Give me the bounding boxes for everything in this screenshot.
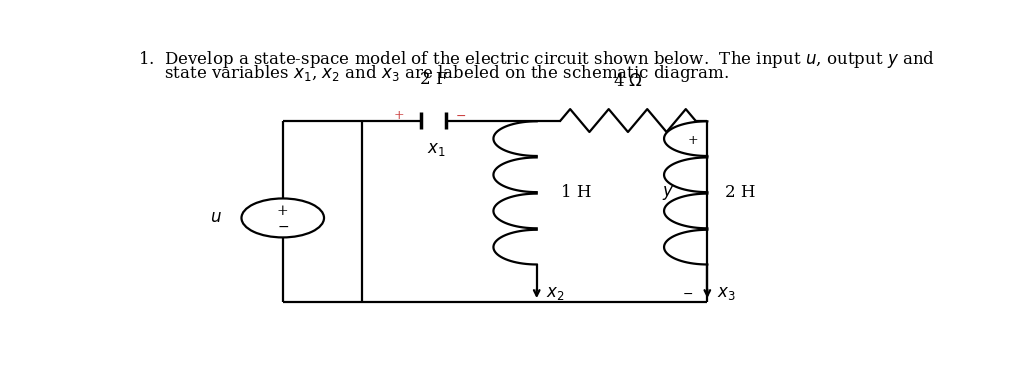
- Text: +: +: [393, 109, 403, 122]
- Text: 1 H: 1 H: [560, 185, 591, 201]
- Text: $u$: $u$: [210, 209, 221, 227]
- Text: 4 $\Omega$: 4 $\Omega$: [613, 74, 643, 90]
- Text: $x_1$: $x_1$: [427, 141, 445, 158]
- Text: $-$: $-$: [276, 219, 289, 233]
- Text: $y$: $y$: [662, 184, 674, 202]
- Text: 2 H: 2 H: [725, 185, 756, 201]
- Text: +: +: [276, 204, 289, 218]
- Text: +: +: [688, 134, 698, 147]
- Text: 1.  Develop a state-space model of the electric circuit shown below.  The input : 1. Develop a state-space model of the el…: [137, 49, 935, 70]
- Text: $x_3$: $x_3$: [717, 285, 735, 302]
- Text: 2 F: 2 F: [420, 71, 447, 87]
- Text: $-$: $-$: [682, 287, 693, 300]
- Text: $x_2$: $x_2$: [546, 285, 565, 302]
- Text: $-$: $-$: [455, 109, 466, 122]
- Text: state variables $x_1$, $x_2$ and $x_3$ are labeled on the schematic diagram.: state variables $x_1$, $x_2$ and $x_3$ a…: [137, 63, 729, 84]
